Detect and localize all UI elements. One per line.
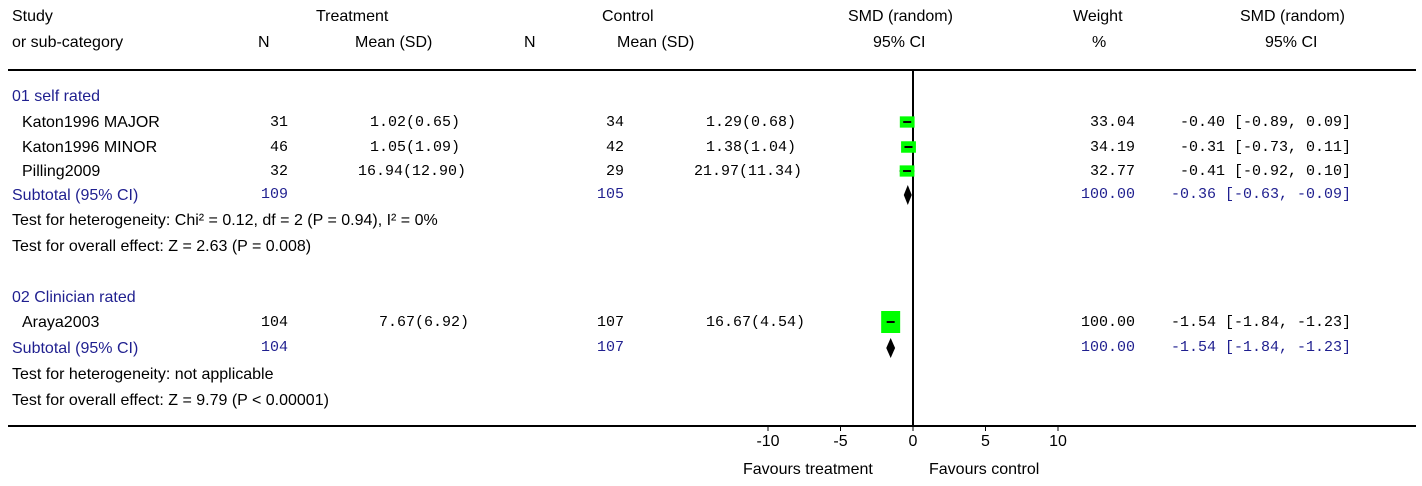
subtotal-label: Subtotal (95% CI) (12, 340, 139, 357)
study-n-control: 42 (606, 139, 625, 156)
bottom-rule (8, 425, 1416, 427)
header-ci-text: 95% CI (1265, 34, 1318, 51)
study-weight: 33.04 (1090, 114, 1136, 131)
header-control-meansd: Mean (SD) (617, 34, 695, 51)
heterogeneity-test: Test for heterogeneity: not applicable (12, 366, 274, 383)
subtotal-n-treatment: 109 (261, 186, 289, 203)
study-name: Katon1996 MAJOR (22, 114, 160, 131)
study-weight: 100.00 (1081, 314, 1136, 331)
header-subcategory: or sub-category (12, 34, 124, 51)
group-label-clinician-rated: 02 Clinician rated (12, 289, 136, 306)
subtotal-diamond (886, 338, 896, 358)
x-tick-label: 0 (909, 433, 918, 450)
study-n-control: 107 (597, 314, 625, 331)
subtotal-weight: 100.00 (1081, 186, 1136, 203)
study-name: Araya2003 (22, 314, 100, 331)
x-tick-label: -5 (833, 433, 847, 450)
favours-treatment-label: Favours treatment (743, 461, 873, 478)
overall-effect-test: Test for overall effect: Z = 2.63 (P = 0… (12, 238, 312, 255)
header-ci-plot: 95% CI (873, 34, 926, 51)
study-name: Pilling2009 (22, 163, 101, 180)
subtotal-n-control: 107 (597, 339, 625, 356)
header-smd-plot: SMD (random) (848, 8, 953, 25)
header-weight: Weight (1073, 8, 1123, 25)
study-meansd-treatment: 16.94(12.90) (358, 163, 467, 180)
study-meansd-treatment: 1.05(1.09) (370, 139, 461, 156)
x-tick-label: 5 (981, 433, 990, 450)
subtotal-n-control: 105 (597, 186, 625, 203)
favours-control-label: Favours control (929, 461, 1040, 478)
header-rule (8, 69, 1416, 71)
study-name: Katon1996 MINOR (22, 139, 158, 156)
study-weight: 32.77 (1090, 163, 1136, 180)
header-study: Study (12, 8, 53, 25)
study-meansd-control: 16.67(4.54) (706, 314, 806, 331)
subtotal-weight: 100.00 (1081, 339, 1136, 356)
header-smd-text: SMD (random) (1240, 8, 1345, 25)
study-n-control: 34 (606, 114, 625, 131)
header-weight-pct: % (1092, 34, 1107, 51)
header-treatment-meansd: Mean (SD) (355, 34, 433, 51)
study-meansd-control: 21.97(11.34) (694, 163, 803, 180)
study-meansd-control: 1.38(1.04) (706, 139, 797, 156)
study-n-treatment: 32 (270, 163, 289, 180)
header-n-control: N (524, 34, 536, 51)
study-meansd-treatment: 7.67(6.92) (379, 314, 470, 331)
header-treatment: Treatment (316, 8, 389, 25)
header-n-treatment: N (258, 34, 270, 51)
subtotal-n-treatment: 104 (261, 339, 289, 356)
study-weight: 34.19 (1090, 139, 1136, 156)
header-control: Control (602, 8, 654, 25)
study-n-treatment: 31 (270, 114, 289, 131)
study-ci-text: -0.31 [-0.73, 0.11] (1180, 139, 1352, 156)
subtotal-ci-text: -0.36 [-0.63, -0.09] (1171, 186, 1352, 203)
group-label-self-rated: 01 self rated (12, 88, 101, 105)
study-n-control: 29 (606, 163, 625, 180)
study-meansd-treatment: 1.02(0.65) (370, 114, 461, 131)
study-ci-text: -1.54 [-1.84, -1.23] (1171, 314, 1352, 331)
subtotal-ci-text: -1.54 [-1.84, -1.23] (1171, 339, 1352, 356)
study-ci-text: -0.40 [-0.89, 0.09] (1180, 114, 1352, 131)
study-n-treatment: 104 (261, 314, 289, 331)
subtotal-diamond (903, 185, 912, 205)
study-ci-text: -0.41 [-0.92, 0.10] (1180, 163, 1352, 180)
x-tick-label: -10 (756, 433, 779, 450)
study-meansd-control: 1.29(0.68) (706, 114, 797, 131)
x-tick-label: 10 (1049, 433, 1067, 450)
overall-effect-test: Test for overall effect: Z = 9.79 (P < 0… (12, 392, 329, 409)
heterogeneity-test: Test for heterogeneity: Chi² = 0.12, df … (12, 212, 438, 229)
study-n-treatment: 46 (270, 139, 289, 156)
subtotal-label: Subtotal (95% CI) (12, 187, 139, 204)
